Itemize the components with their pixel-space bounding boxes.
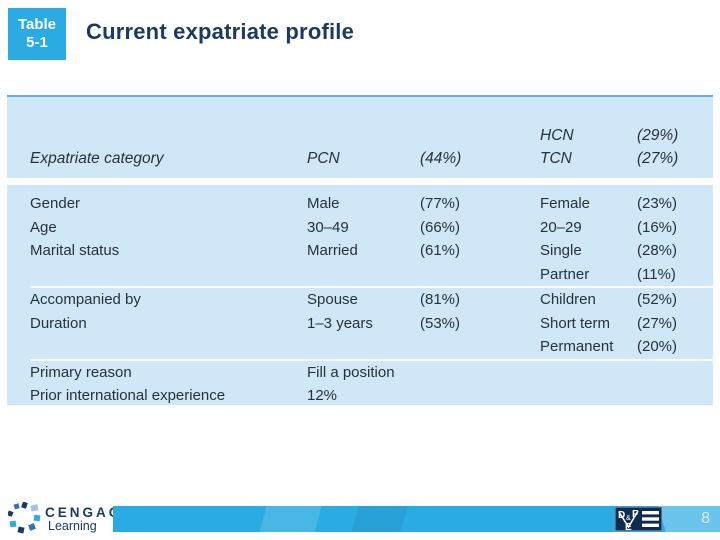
cell: Single: [540, 242, 582, 260]
cell: (81%): [420, 291, 461, 309]
cell: Gender: [30, 195, 81, 213]
cell: Female: [540, 195, 591, 213]
cell: 12%: [307, 387, 338, 405]
table-header-row: Expatriate category PCN (44%) HCN TCN (2…: [7, 97, 713, 178]
row-group-demographics: Gender Male (77%) Female (23%) Age 30–49…: [30, 192, 713, 286]
cengage-logo-icon: [8, 502, 41, 534]
cell: Prior international experience: [30, 387, 226, 405]
page-number: 8: [701, 510, 710, 527]
cell: (53%): [420, 314, 461, 332]
table-row: Age 30–49 (66%) 20–29 (16%): [30, 216, 713, 240]
expatriate-profile-table: Expatriate category PCN (44%) HCN TCN (2…: [7, 95, 713, 405]
table-row: Permanent (20%): [30, 335, 713, 359]
cell: (66%): [420, 218, 461, 236]
book-logo-letter-d: D: [618, 510, 625, 521]
header-pcn-pct: (44%): [420, 150, 462, 167]
table-row: Prior international experience 12%: [30, 384, 713, 408]
header-hcn: HCN: [540, 127, 574, 144]
row-group-assignment: Accompanied by Spouse (81%) Children (52…: [30, 286, 713, 359]
cell: Fill a position: [307, 363, 395, 381]
cell: Duration: [30, 314, 87, 332]
cell: Primary reason: [30, 363, 132, 381]
cell: Married: [307, 242, 358, 260]
cell: 1–3 years: [307, 314, 373, 332]
header-category: Expatriate category: [30, 150, 164, 167]
header-hcn-pct: (29%): [637, 127, 679, 144]
cell: (27%): [637, 314, 678, 332]
book-logo: D & F E: [615, 507, 662, 531]
menu-lines-icon: [642, 511, 659, 515]
table-body: Gender Male (77%) Female (23%) Age 30–49…: [7, 185, 713, 408]
table-row: Primary reason Fill a position: [30, 361, 713, 385]
table-row: Duration 1–3 years (53%) Short term (27%…: [30, 312, 713, 336]
book-logo-ampersand: &: [626, 515, 631, 522]
cell: Age: [30, 218, 57, 236]
table-row: Partner (11%): [30, 263, 713, 287]
cengage-learning-text: Learning: [48, 519, 97, 533]
table-row: Accompanied by Spouse (81%) Children (52…: [30, 288, 713, 312]
cell: 30–49: [307, 218, 349, 236]
cell: (23%): [637, 195, 678, 213]
cell: (11%): [637, 265, 676, 283]
badge-line2: 5-1: [26, 34, 48, 51]
cell: (28%): [637, 242, 678, 260]
cell: Accompanied by: [30, 291, 141, 309]
header-tcn: TCN: [540, 150, 572, 167]
cell: 20–29: [540, 218, 582, 236]
cell: (20%): [637, 338, 678, 356]
cell: Short term: [540, 314, 611, 332]
cell: Permanent: [540, 338, 614, 356]
header-tcn-pct: (27%): [637, 150, 679, 167]
cell: Marital status: [30, 242, 120, 260]
cell: (61%): [420, 242, 461, 260]
header-hcn-tcn: HCN TCN: [540, 124, 637, 170]
header-hcn-tcn-pct: (29%) (27%): [637, 124, 713, 170]
cell: (77%): [420, 195, 461, 213]
cell: Male: [307, 195, 340, 213]
table-row: Gender Male (77%) Female (23%): [30, 192, 713, 216]
cell: Spouse: [307, 291, 358, 309]
table-row: Marital status Married (61%) Single (28%…: [30, 239, 713, 263]
book-logo-letter-e: E: [625, 522, 632, 531]
book-logo-letter-f: F: [632, 509, 638, 520]
badge-line1: Table: [17, 16, 57, 33]
cell: (52%): [637, 291, 678, 309]
page-title: Current expatriate profile: [86, 19, 355, 44]
cell: Partner: [540, 265, 590, 283]
footer-bar: D & F E 8: [113, 506, 720, 532]
cell: (16%): [637, 218, 678, 236]
cengage-brand-text: CENGAGE: [45, 505, 135, 520]
row-group-reason: Primary reason Fill a position Prior int…: [30, 358, 713, 408]
table-number-badge: Table 5-1: [8, 8, 66, 60]
header-separator: [7, 178, 713, 185]
header-pcn: PCN: [307, 150, 340, 167]
cell: Children: [540, 291, 596, 309]
